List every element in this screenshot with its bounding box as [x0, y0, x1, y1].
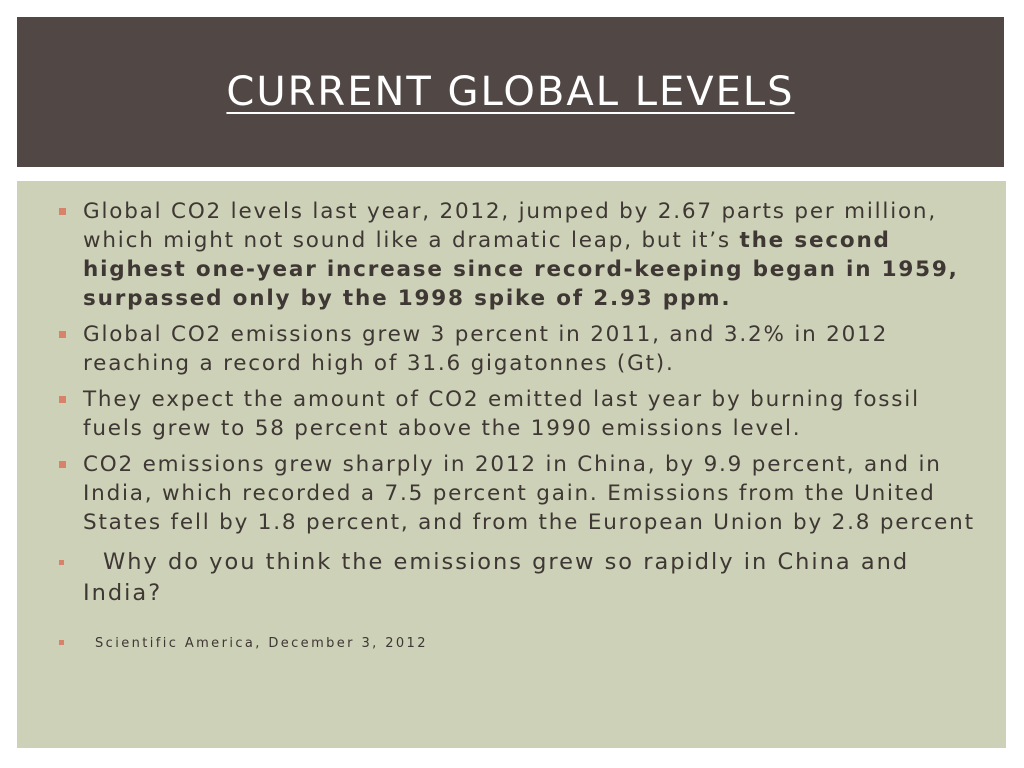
- question-item: Why do you think the emissions grew so r…: [59, 547, 976, 609]
- bullet-item: Global CO2 emissions grew 3 percent in 2…: [59, 320, 976, 378]
- bullet-text: Global CO2 emissions grew 3 percent in 2…: [83, 322, 889, 376]
- square-bullet-icon: [59, 396, 66, 403]
- bullet-item: CO2 emissions grew sharply in 2012 in Ch…: [59, 450, 976, 537]
- square-bullet-icon: [59, 208, 66, 215]
- bullet-item: They expect the amount of CO2 emitted la…: [59, 385, 976, 443]
- question-text: Why do you think the emissions grew so r…: [83, 549, 910, 606]
- bullet-text: They expect the amount of CO2 emitted la…: [83, 387, 920, 441]
- title-bar: CURRENT GLOBAL LEVELS: [17, 17, 1004, 167]
- square-bullet-icon: [59, 331, 66, 338]
- square-bullet-icon: [59, 461, 66, 468]
- content-box: Global CO2 levels last year, 2012, jumpe…: [17, 181, 1006, 748]
- slide-title: CURRENT GLOBAL LEVELS: [226, 69, 795, 115]
- square-bullet-icon: [59, 640, 64, 645]
- square-bullet-icon: [59, 560, 64, 565]
- bullet-text: Global CO2 levels last year, 2012, jumpe…: [83, 199, 937, 253]
- source-citation: Scientific America, December 3, 2012: [95, 636, 428, 651]
- bullet-item: Global CO2 levels last year, 2012, jumpe…: [59, 197, 976, 313]
- bullet-text-bold: the second highest one-year increase sin…: [83, 228, 959, 311]
- source-item: Scientific America, December 3, 2012: [59, 635, 976, 653]
- bullet-text: CO2 emissions grew sharply in 2012 in Ch…: [83, 452, 975, 535]
- bullet-list: Global CO2 levels last year, 2012, jumpe…: [17, 181, 1006, 653]
